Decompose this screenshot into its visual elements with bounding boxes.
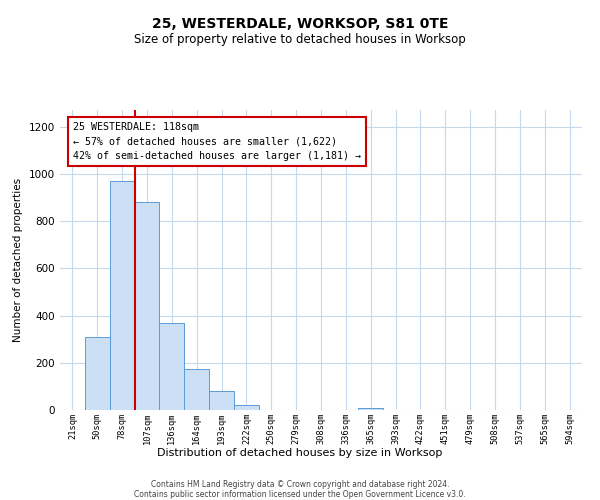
Text: 25 WESTERDALE: 118sqm
← 57% of detached houses are smaller (1,622)
42% of semi-d: 25 WESTERDALE: 118sqm ← 57% of detached … — [73, 122, 361, 160]
Bar — [160, 322, 184, 410]
Bar — [209, 391, 234, 410]
Bar — [358, 408, 383, 410]
Bar — [234, 405, 259, 410]
Text: 25, WESTERDALE, WORKSOP, S81 0TE: 25, WESTERDALE, WORKSOP, S81 0TE — [152, 18, 448, 32]
Y-axis label: Number of detached properties: Number of detached properties — [13, 178, 23, 342]
Bar — [134, 202, 160, 410]
Text: Contains HM Land Registry data © Crown copyright and database right 2024.: Contains HM Land Registry data © Crown c… — [151, 480, 449, 489]
Text: Distribution of detached houses by size in Worksop: Distribution of detached houses by size … — [157, 448, 443, 458]
Bar — [85, 337, 110, 410]
Text: Size of property relative to detached houses in Worksop: Size of property relative to detached ho… — [134, 32, 466, 46]
Text: Contains public sector information licensed under the Open Government Licence v3: Contains public sector information licen… — [134, 490, 466, 499]
Bar — [110, 181, 134, 410]
Bar — [184, 368, 209, 410]
